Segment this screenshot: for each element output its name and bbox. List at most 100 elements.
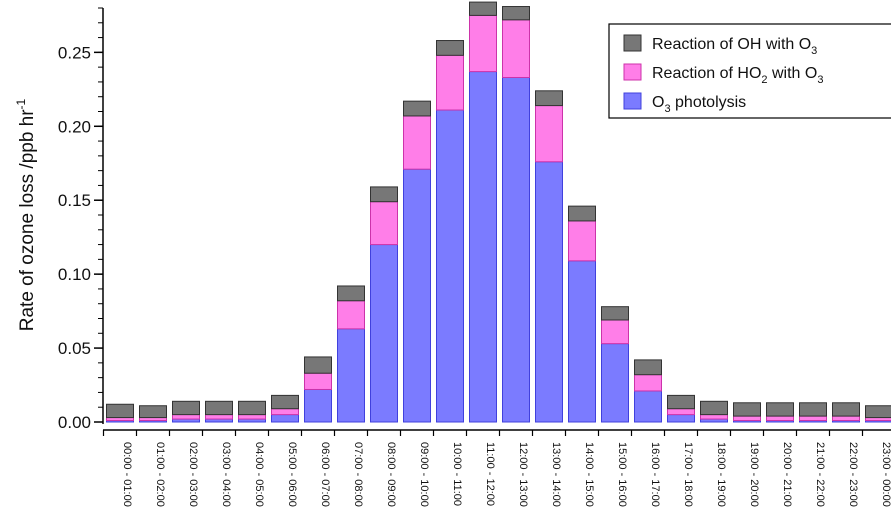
y-tick-label: 0.25: [58, 43, 91, 62]
bar-segment-o3-photolysis: [601, 343, 629, 423]
x-tick-label: 01:00 - 02:00: [154, 442, 166, 507]
bar-segment-oh-o3: [238, 400, 266, 416]
legend-swatch: [623, 92, 642, 110]
bar-segment-ho2-o3: [172, 414, 200, 420]
x-tick-label: 08:00 - 09:00: [385, 442, 397, 507]
bar-segment-ho2-o3: [733, 415, 761, 422]
bar-segment-ho2-o3: [667, 408, 695, 416]
y-tick-label: 0.00: [58, 413, 91, 432]
bar-segment-oh-o3: [601, 306, 629, 321]
bar-segment-oh-o3: [634, 359, 662, 376]
bar-segment-oh-o3: [436, 40, 464, 56]
bar-segment-ho2-o3: [799, 415, 827, 422]
x-tick-label: 16:00 - 17:00: [649, 442, 661, 507]
bar-segment-ho2-o3: [502, 19, 530, 78]
x-tick-label: 07:00 - 08:00: [352, 442, 364, 507]
x-tick-label: 19:00 - 20:00: [748, 442, 760, 507]
bar-segment-oh-o3: [832, 402, 860, 417]
bar-segment-ho2-o3: [238, 414, 266, 420]
x-tick-label: 05:00 - 06:00: [286, 442, 298, 507]
x-axis: 00:00 - 01:00 01:00 - 02:00 02:00 - 03:00 0…: [102, 429, 891, 507]
bar-segment-ho2-o3: [634, 374, 662, 392]
bar-segment-ho2-o3: [337, 300, 365, 330]
x-tick-label: 06:00 - 07:00: [319, 442, 331, 507]
x-tick-label: 15:00 - 16:00: [616, 442, 628, 507]
bar-segment-oh-o3: [370, 186, 398, 203]
legend-label: Reaction of OH with O3: [652, 36, 817, 57]
bar-segment-ho2-o3: [304, 372, 332, 390]
bar-segment-o3-photolysis: [667, 414, 695, 423]
bar-segment-o3-photolysis: [535, 161, 563, 423]
bar-segment-oh-o3: [403, 100, 431, 117]
legend-swatch: [623, 34, 642, 52]
x-tick-label: 22:00 - 23:00: [847, 442, 859, 507]
x-tick-label: 18:00 - 19:00: [715, 442, 727, 507]
bar-segment-ho2-o3: [436, 54, 464, 111]
bar-segment-o3-photolysis: [502, 76, 530, 423]
y-tick-label: 0.10: [58, 265, 91, 284]
bar-segment-oh-o3: [865, 405, 891, 419]
bar-segment-oh-o3: [205, 400, 233, 416]
x-tick-label: 20:00 - 21:00: [781, 442, 793, 507]
bar-segment-oh-o3: [568, 205, 596, 222]
bar-segment-ho2-o3: [766, 415, 794, 422]
x-tick-label: 10:00 - 11:00: [451, 442, 463, 506]
bar-segment-oh-o3: [337, 285, 365, 302]
legend-swatch: [623, 63, 642, 81]
bar-segment-ho2-o3: [469, 14, 497, 73]
bar-segment-oh-o3: [469, 1, 497, 16]
bar-segment-oh-o3: [700, 400, 728, 416]
bar-segment-oh-o3: [535, 90, 563, 107]
x-tick-label: 14:00 - 15:00: [583, 442, 595, 507]
bar-segment-oh-o3: [304, 356, 332, 374]
bar-segment-oh-o3: [106, 403, 134, 419]
x-tick-label: 11:00 - 12:00: [484, 442, 496, 506]
legend-box: [608, 23, 891, 119]
bar-segment-ho2-o3: [601, 319, 629, 345]
bar-segment-o3-photolysis: [271, 414, 299, 423]
bar-segment-oh-o3: [667, 394, 695, 410]
bar-segment-o3-photolysis: [403, 168, 431, 423]
bar-segment-ho2-o3: [403, 115, 431, 170]
x-tick-label: 13:00 - 14:00: [550, 442, 562, 507]
x-tick-label: 03:00 - 04:00: [220, 442, 232, 507]
x-tick-label: 02:00 - 03:00: [187, 442, 199, 507]
bar-segment-o3-photolysis: [634, 390, 662, 423]
y-axis-title: Rate of ozone loss /ppb hr-1: [14, 98, 38, 331]
bar-segment-oh-o3: [271, 394, 299, 410]
x-tick-label: 17:00 - 18:00: [682, 442, 694, 507]
bar-segment-o3-photolysis: [337, 328, 365, 423]
bar-segment-ho2-o3: [205, 414, 233, 420]
bar-segment-ho2-o3: [370, 201, 398, 246]
bar-segment-o3-photolysis: [370, 244, 398, 423]
bar-segment-o3-photolysis: [568, 260, 596, 423]
x-tick-label: 09:00 - 10:00: [418, 442, 430, 507]
bar-segment-o3-photolysis: [304, 388, 332, 423]
y-tick-label: 0.15: [58, 191, 91, 210]
bar-segment-o3-photolysis: [436, 109, 464, 423]
x-tick-label: 00:00 - 01:00: [121, 442, 133, 507]
bar-segment-oh-o3: [172, 400, 200, 416]
x-tick-label: 12:00 - 13:00: [517, 442, 529, 507]
legend: Reaction of OH with O3 Reaction of HO2 wi…: [608, 23, 891, 119]
bar-segment-oh-o3: [799, 402, 827, 417]
x-tick-label: 21:00 - 22:00: [814, 442, 826, 507]
bar-segment-o3-photolysis: [469, 71, 497, 423]
y-tick-label: 0.05: [58, 339, 91, 358]
bar-segment-ho2-o3: [535, 105, 563, 163]
bar-segment-ho2-o3: [271, 408, 299, 416]
bar-segment-oh-o3: [733, 402, 761, 417]
x-tick-label: 23:00 - 00:00: [880, 442, 891, 507]
bar-segment-oh-o3: [766, 402, 794, 417]
y-axis: 0.00 0.05 0.10 0.15 0.20 0.25 Rate of ozone lo…: [14, 7, 104, 432]
legend-label: Reaction of HO2 with O3: [652, 65, 823, 86]
bar-segment-ho2-o3: [832, 415, 860, 422]
x-tick-label: 04:00 - 05:00: [253, 442, 265, 507]
legend-label: O3 photolysis: [652, 94, 746, 115]
bars: [106, 1, 891, 423]
bar-segment-oh-o3: [502, 6, 530, 21]
bar-segment-ho2-o3: [568, 220, 596, 262]
bar-segment-oh-o3: [139, 405, 167, 419]
bar-segment-ho2-o3: [700, 414, 728, 420]
